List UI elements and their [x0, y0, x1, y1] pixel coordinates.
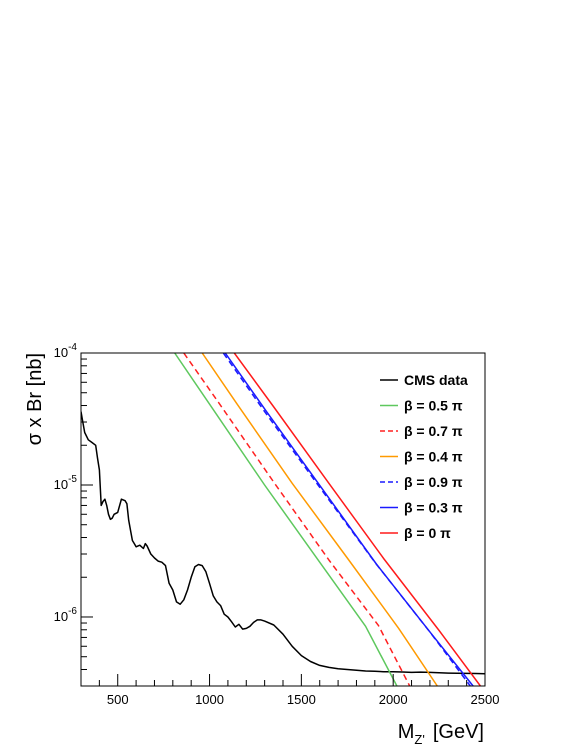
x-axis: 500 1000 1500 2000 2500 [80, 674, 500, 707]
y-tick-label: 10-6 [54, 606, 78, 624]
legend-label-4: β = 0.9 π [404, 474, 463, 490]
x-tick-label: 1500 [287, 692, 316, 707]
y-axis: 10-6 10-5 10-4 [54, 342, 93, 687]
legend-label-2: β = 0.7 π [404, 423, 463, 439]
legend-label-6: β = 0 π [404, 525, 451, 541]
series-line-3 [201, 353, 438, 686]
legend-label-1: β = 0.5 π [404, 398, 463, 414]
x-axis-title: MZ' [GeV] [398, 721, 484, 747]
series-line-2 [183, 353, 411, 686]
series-line-5 [224, 353, 474, 686]
series-line-6 [233, 353, 482, 686]
y-axis-title: σ x Br [nb] [24, 353, 46, 445]
x-tick-label: 500 [107, 692, 129, 707]
legend-label-3: β = 0.4 π [404, 449, 463, 465]
legend: CMS data β = 0.5 π β = 0.7 π β = 0.4 π β = 0… [380, 372, 468, 541]
series-line-0 [81, 411, 485, 675]
series-line-1 [174, 353, 398, 686]
x-tick-label: 2000 [379, 692, 408, 707]
series-layer [81, 353, 485, 686]
x-axis-title-unit: [GeV] [433, 721, 484, 743]
legend-label-0: CMS data [404, 372, 468, 388]
y-tick-label: 10-5 [54, 474, 78, 492]
x-axis-title-main: M [398, 721, 415, 743]
x-axis-title-sub: Z' [414, 732, 424, 747]
x-tick-label: 2500 [471, 692, 500, 707]
legend-label-5: β = 0.3 π [404, 500, 463, 516]
y-tick-label: 10-4 [54, 342, 78, 360]
x-tick-label: 1000 [195, 692, 224, 707]
